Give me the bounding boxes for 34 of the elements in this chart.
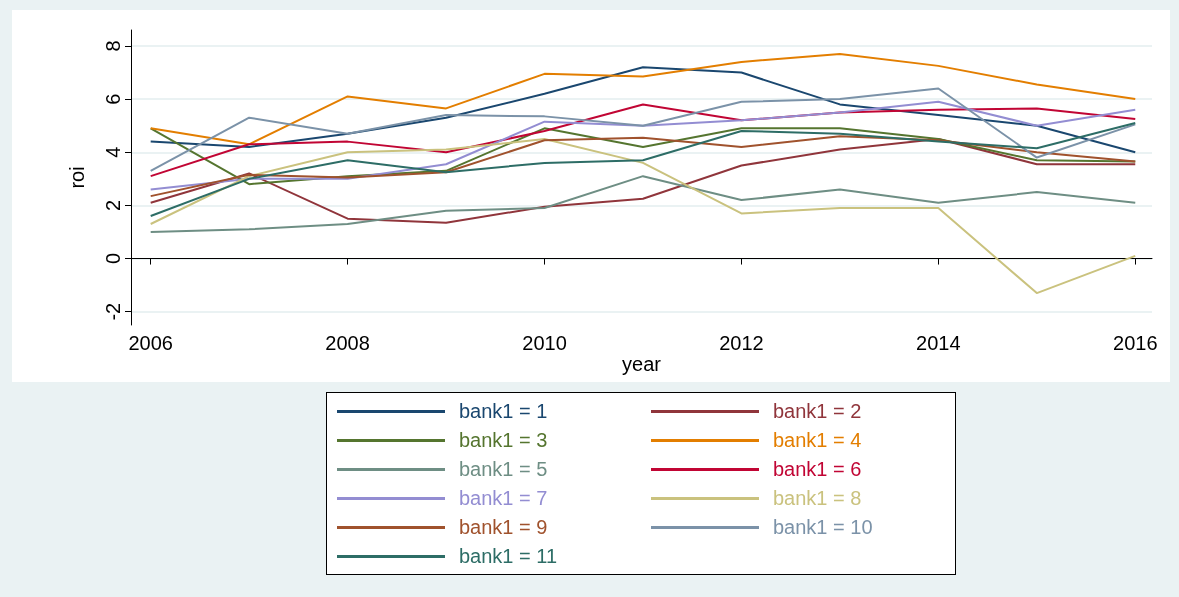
- x-tick-label: 2008: [325, 332, 370, 354]
- x-tick-label: 2006: [128, 332, 173, 354]
- line-series: [149, 100, 1137, 191]
- text: bank1 = 9: [459, 515, 548, 539]
- line-series: [149, 135, 1137, 198]
- x-axis-title: year: [622, 352, 662, 375]
- text: bank1 = 5: [459, 457, 548, 481]
- text: bank1 = 10: [773, 515, 873, 539]
- text: bank1 = 2: [773, 399, 862, 423]
- y-tick-label: 0: [102, 253, 124, 265]
- y-tick-label: 8: [102, 40, 124, 52]
- y-tick-label: 2: [102, 199, 124, 211]
- y-tick-label: 6: [102, 93, 124, 105]
- line-series: [149, 87, 1137, 172]
- line-series: [149, 122, 1137, 218]
- x-tick-label: 2010: [522, 332, 567, 354]
- text: bank1 = 7: [459, 486, 548, 510]
- line-series: [149, 175, 1137, 233]
- text: bank1 = 4: [773, 428, 862, 452]
- y-tick-label: 4: [102, 146, 124, 158]
- line-series: [149, 52, 1137, 146]
- x-tick-label: 2012: [719, 332, 764, 354]
- text: bank1 = 11: [459, 544, 558, 568]
- x-tick-label: 2016: [1113, 332, 1158, 354]
- line-series: [149, 127, 1137, 186]
- text: bank1 = 3: [459, 428, 548, 452]
- text: bank1 = 1: [459, 399, 548, 423]
- line-series: [149, 66, 1137, 154]
- y-axis-title: roi: [66, 166, 88, 189]
- text: bank1 = 8: [773, 486, 862, 510]
- y-tick-label: -2: [102, 302, 124, 321]
- line-series: [149, 137, 1137, 295]
- x-tick-label: 2014: [916, 332, 961, 354]
- text: bank1 = 6: [773, 457, 862, 481]
